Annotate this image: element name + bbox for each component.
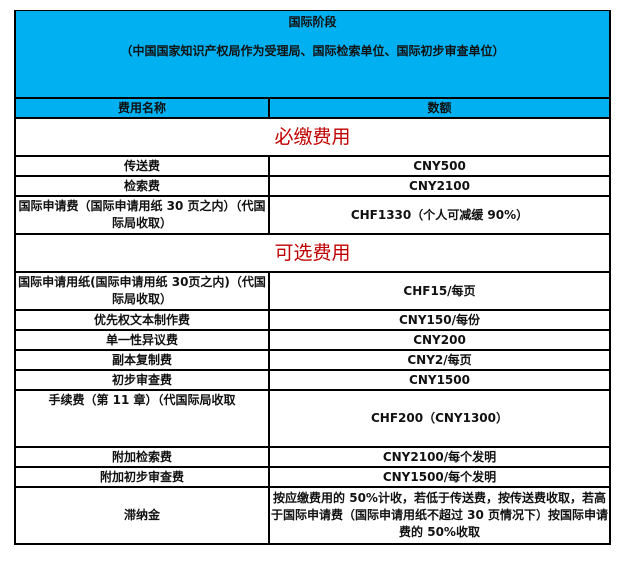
table-title-row: 国际阶段 （中国国家知识产权局作为受理局、国际检索单位、国际初步审查单位） xyxy=(14,10,611,99)
fee-name: 手续费（第 11 章）（代国际局收取 xyxy=(14,389,270,448)
fee-name: 检索费 xyxy=(14,175,270,197)
table-row: 附加检索费 CNY2100/每个发明 xyxy=(14,446,611,468)
fee-name: 滞纳金 xyxy=(14,486,270,545)
section-label: 必缴费用 xyxy=(14,117,611,157)
table-row: 附加初步审查费 CNY1500/每个发明 xyxy=(14,466,611,488)
fee-name: 附加初步审查费 xyxy=(14,466,270,488)
fee-name: 副本复制费 xyxy=(14,349,270,371)
table-row: 检索费 CNY2100 xyxy=(14,175,611,197)
table-row: 传送费 CNY500 xyxy=(14,155,611,177)
table-row: 国际申请用纸(国际申请用纸 30页之内)（代国际局收取） CHF15/每页 xyxy=(14,271,611,311)
fee-name: 附加检索费 xyxy=(14,446,270,468)
table-row: 滞纳金 按应缴费用的 50%计收，若低于传送费，按传送费收取，若高于国际申请费（国… xyxy=(14,486,611,545)
fee-name: 单一性异议费 xyxy=(14,329,270,351)
fee-name: 初步审查费 xyxy=(14,369,270,391)
table-row: 优先权文本制作费 CNY150/每份 xyxy=(14,309,611,331)
fee-amount: CNY1500 xyxy=(268,369,611,391)
table-title: 国际阶段 xyxy=(288,15,337,29)
table-subtitle: （中国国家知识产权局作为受理局、国际检索单位、国际初步审查单位） xyxy=(120,44,505,58)
column-header-name: 费用名称 xyxy=(14,97,270,119)
table-row: 初步审查费 CNY1500 xyxy=(14,369,611,391)
fee-amount: CNY2/每页 xyxy=(268,349,611,371)
fee-amount: CNY2100 xyxy=(268,175,611,197)
fee-amount: CHF200（CNY1300） xyxy=(268,389,611,448)
fee-amount: CNY1500/每个发明 xyxy=(268,466,611,488)
section-label: 可选费用 xyxy=(14,233,611,273)
column-header-row: 费用名称 数额 xyxy=(14,97,611,119)
section-row-mandatory: 必缴费用 xyxy=(14,117,611,157)
fee-name: 国际申请用纸(国际申请用纸 30页之内)（代国际局收取） xyxy=(14,271,270,311)
fee-amount: CNY2100/每个发明 xyxy=(268,446,611,468)
fee-table: 国际阶段 （中国国家知识产权局作为受理局、国际检索单位、国际初步审查单位） 费用名… xyxy=(14,10,611,545)
column-header-amount: 数额 xyxy=(268,97,611,119)
table-row: 国际申请费（国际申请用纸 30 页之内）（代国际局收取） CHF1330（个人可减… xyxy=(14,195,611,235)
fee-name: 传送费 xyxy=(14,155,270,177)
fee-amount: CHF1330（个人可减缓 90%） xyxy=(268,195,611,235)
fee-amount: CNY150/每份 xyxy=(268,309,611,331)
fee-name: 优先权文本制作费 xyxy=(14,309,270,331)
table-row: 副本复制费 CNY2/每页 xyxy=(14,349,611,371)
section-row-optional: 可选费用 xyxy=(14,233,611,273)
fee-amount: CHF15/每页 xyxy=(268,271,611,311)
fee-amount: CNY200 xyxy=(268,329,611,351)
fee-name: 国际申请费（国际申请用纸 30 页之内）（代国际局收取） xyxy=(14,195,270,235)
fee-amount: 按应缴费用的 50%计收，若低于传送费，按传送费收取，若高于国际申请费（国际申请… xyxy=(268,486,611,545)
fee-amount: CNY500 xyxy=(268,155,611,177)
table-row: 单一性异议费 CNY200 xyxy=(14,329,611,351)
table-row: 手续费（第 11 章）（代国际局收取 CHF200（CNY1300） xyxy=(14,389,611,448)
